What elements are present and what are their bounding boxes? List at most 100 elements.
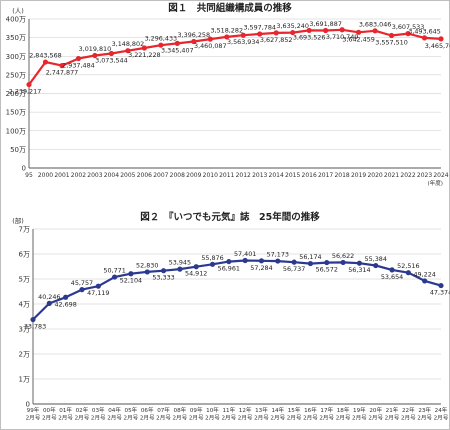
x-tick-label-line: 12年 xyxy=(239,406,252,414)
data-label: 3,019,810 xyxy=(79,45,112,53)
data-label: 3,148,802 xyxy=(112,40,145,48)
x-tick-label-line: 09年 xyxy=(190,406,203,414)
data-label: 2,239,217 xyxy=(9,88,42,96)
data-label: 3,465,769 xyxy=(425,42,450,50)
data-point xyxy=(160,268,167,274)
data-point xyxy=(125,48,131,54)
data-point xyxy=(323,27,329,34)
x-tick-label-line: 13年 xyxy=(255,406,268,414)
y-tick-label: 5万 xyxy=(19,276,30,284)
data-point xyxy=(63,294,69,300)
data-label: 2,747,877 xyxy=(46,69,79,77)
data-label: 53,945 xyxy=(169,259,191,267)
x-tick-label-line: 14年 xyxy=(271,406,284,414)
data-label: 3,642,459 xyxy=(342,35,375,43)
data-label: 56,737 xyxy=(283,265,305,273)
data-point xyxy=(42,59,49,65)
data-label: 40,246 xyxy=(38,293,60,301)
x-tick-label: 02年 2月号 xyxy=(75,406,90,422)
x-tick-label: 2001 xyxy=(54,172,69,179)
data-label: 3,635,240 xyxy=(276,22,309,30)
x-tick-label-line: 22年 xyxy=(402,406,415,414)
x-tick-label: 24年 2月号 xyxy=(434,406,449,422)
data-point xyxy=(291,259,297,265)
x-tick-label: 2022 xyxy=(400,172,415,179)
data-label: 47,374 xyxy=(430,289,450,297)
x-tick-label: 2008 xyxy=(170,172,185,179)
data-label: 3,627,852 xyxy=(260,36,293,44)
data-label: 53,333 xyxy=(152,274,174,282)
data-point xyxy=(307,260,314,267)
data-label: 53,654 xyxy=(381,273,403,281)
data-label: 56,572 xyxy=(316,266,338,274)
data-label: 57,173 xyxy=(267,251,289,259)
data-label: 3,693,526 xyxy=(293,33,326,41)
x-tick-label-line: 16年 xyxy=(304,406,317,414)
x-tick-label-line: 06年 xyxy=(141,406,154,414)
x-tick-label: 06年 2月号 xyxy=(140,406,155,422)
x-tick-label: 2023 xyxy=(417,172,432,179)
x-tick-label-line: 10年 xyxy=(206,406,219,414)
data-label: 3,221,228 xyxy=(128,51,161,59)
x-tick-label: 2012 xyxy=(236,172,251,179)
x-tick-label: 16年 2月号 xyxy=(303,406,318,422)
y-tick-label: 0 xyxy=(26,401,30,409)
x-tick-label: 2005 xyxy=(120,172,135,179)
x-tick-label-line: 15年 xyxy=(288,406,301,414)
y-unit-label: (部) xyxy=(12,216,24,225)
data-point xyxy=(226,258,232,265)
y-tick-label: 2万 xyxy=(19,351,30,359)
x-tick-label: 07年 2月号 xyxy=(156,406,171,422)
data-label: 3,607,533 xyxy=(392,23,425,31)
x-tick-label-line: 17年 xyxy=(320,406,333,414)
x-tick-label: 2009 xyxy=(186,172,201,179)
data-label: 2,937,484 xyxy=(62,62,95,70)
x-tick-label: 20年 2月号 xyxy=(368,406,383,422)
data-point xyxy=(75,55,82,62)
x-tick-label-line: 21年 xyxy=(386,406,399,414)
x-tick-label-line: 2月号 xyxy=(303,415,318,422)
x-tick-label: 15年 2月号 xyxy=(287,406,302,422)
data-label: 3,396,258 xyxy=(178,31,211,39)
x-tick-label: 2016 xyxy=(302,172,317,179)
data-point xyxy=(242,257,248,264)
x-tick-label: 10年 2月号 xyxy=(205,406,220,422)
data-label: 49,224 xyxy=(413,270,435,278)
data-point xyxy=(257,31,263,37)
chart-2: 図２ 『いつでも元気』誌 25年間の推移 (部) 0 1万 2万 3万 4万 5万 6万 7万 99… xyxy=(12,211,450,422)
x-tick-label-line: 20年 xyxy=(369,406,382,414)
y-tick-label: 6万 xyxy=(19,251,30,259)
x-tick-label-line: 08年 xyxy=(174,406,187,414)
data-point xyxy=(141,45,147,51)
series-line xyxy=(28,28,442,86)
x-tick-label-line: 2月号 xyxy=(221,415,236,422)
x-tick-label-line: 04年 xyxy=(108,406,121,414)
data-label: 3,557,510 xyxy=(375,38,408,46)
x-tick-label: 2015 xyxy=(285,172,300,179)
data-label: 2,843,568 xyxy=(29,52,62,60)
data-label: 54,912 xyxy=(185,270,207,278)
x-tick-label: 2020 xyxy=(367,172,382,179)
x-tick-label-line: 2月号 xyxy=(58,415,73,422)
data-point xyxy=(26,81,32,88)
data-label: 56,961 xyxy=(218,265,240,273)
x-tick-label: 13年 2月号 xyxy=(254,406,269,422)
data-label: 56,622 xyxy=(332,252,354,260)
data-label: 3,518,282 xyxy=(210,26,243,34)
x-tick-label-line: 23年 xyxy=(418,406,431,414)
data-label: 47,119 xyxy=(87,289,109,297)
x-tick-label-line: 2月号 xyxy=(107,415,122,422)
data-point xyxy=(128,271,134,277)
data-label: 3,493,645 xyxy=(408,27,441,35)
x-tick-label-line: 2月号 xyxy=(26,415,41,422)
data-point xyxy=(306,27,312,34)
data-point xyxy=(108,50,114,57)
data-point xyxy=(224,34,230,40)
x-tick-label-line: 2月号 xyxy=(140,415,155,422)
series-line xyxy=(32,259,442,321)
x-tick-label: 12年 2月号 xyxy=(238,406,253,422)
data-point xyxy=(275,258,281,264)
x-tick-label-line: 2月号 xyxy=(368,415,383,422)
x-tick-label-line: 01年 xyxy=(59,406,72,414)
